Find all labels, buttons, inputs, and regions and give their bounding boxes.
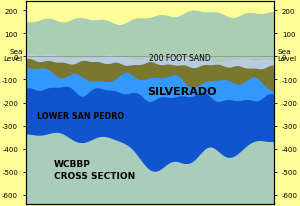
Text: SILVERADO: SILVERADO [147,87,217,96]
Text: LOWER SAN PEDRO: LOWER SAN PEDRO [37,111,124,120]
Text: WCBBP
CROSS SECTION: WCBBP CROSS SECTION [54,159,135,180]
Text: Sea
Level: Sea Level [4,49,23,62]
Text: 200 FOOT SAND: 200 FOOT SAND [149,54,211,63]
Text: Sea
Level: Sea Level [277,49,296,62]
